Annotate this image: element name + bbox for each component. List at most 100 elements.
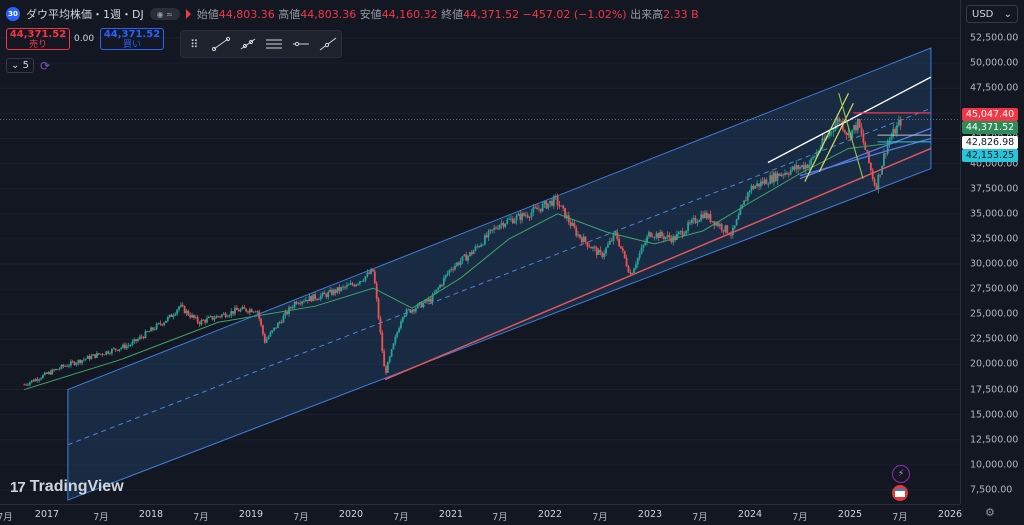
candle-body [737,215,740,220]
drawing-objects[interactable] [384,76,932,381]
candle-body [170,314,173,317]
sync-icon[interactable]: ⟳ [39,58,50,73]
candle-body [538,208,540,210]
candle-body [778,173,781,177]
spread-value: 0.00 [74,34,95,44]
candle-body [731,227,734,235]
candle-body [317,299,320,300]
sell-button[interactable]: 44,371.52 売り [6,28,70,50]
event-lightning-icon[interactable]: ⚡ [892,465,910,483]
candle-body [25,384,28,386]
buy-price: 44,371.52 [103,29,161,40]
candle-body [631,272,634,274]
candle-body [696,221,699,223]
candle-body [442,277,445,285]
candle-body [142,337,145,339]
flag-icon[interactable] [185,9,191,19]
time-axis[interactable]: 7月 2017 7月 2018 7月 2019 7月 2020 7月 2021 7月 2022 7月 20… [0,504,962,525]
candle-body [511,218,514,224]
candle-body [743,200,745,205]
candle-body [618,239,621,247]
candle-body [211,316,214,320]
candle-body [390,349,393,357]
tradingview-logo[interactable]: 17 TradingView [10,478,124,496]
trend-line-icon[interactable] [210,35,232,53]
candle-body [513,220,516,224]
price-tick-label: 27,500.00 [970,283,1019,295]
candle-body [168,314,171,318]
candle-body [730,234,732,236]
candle-body [454,265,456,270]
candle-body [789,170,792,175]
candle-body [692,218,695,220]
candle-body [584,236,587,242]
red-trend-line[interactable] [384,147,932,381]
candle-body [308,295,311,302]
candle-body [575,227,578,236]
candle-body [670,237,673,243]
regression-channel[interactable] [67,47,932,501]
candle-body [812,156,814,159]
blue-trend-line-1[interactable] [799,127,932,180]
candle-body [746,192,749,201]
candle-body [207,316,210,319]
candle-body [191,314,193,318]
candle-body [668,235,671,238]
horizontal-line-icon[interactable] [290,35,312,53]
time-tick-label: 2017 [34,509,60,520]
green-trend-line[interactable] [838,93,864,179]
yellow-trend-line-1[interactable] [804,92,850,182]
drag-handle-icon[interactable]: ⠿ [190,37,199,51]
buy-button[interactable]: 44,371.52 買い [100,28,164,50]
candle-body [875,185,878,190]
sell-price: 44,371.52 [9,29,67,40]
candle-body [405,309,408,316]
candle-body [644,242,647,246]
candle-body [193,314,195,318]
candle-body [84,358,87,360]
candle-body [879,174,882,176]
yellow-trend-line-2[interactable] [818,103,854,172]
candle-body [400,321,402,329]
candle-body [407,309,410,311]
candle-body [62,364,65,367]
candle-body [771,175,773,183]
candle-body [450,269,453,271]
candle-body [349,283,352,285]
candle-body [314,294,317,299]
candle-body [881,165,883,175]
candle-body [381,332,384,352]
candle-body [739,208,742,216]
indicators-toggle[interactable]: ⌄ 5 [6,58,34,73]
blue-trend-line-2[interactable] [799,137,932,177]
symbol-badge[interactable]: 30 [6,7,20,21]
low-value: 44,160.32 [381,8,438,21]
price-axis[interactable] [960,0,1024,504]
candle-body [690,219,693,223]
candle-body [243,307,246,309]
candle-body [282,315,285,323]
channel-midline[interactable] [67,107,932,446]
candle-body [532,207,535,213]
event-us-flag-icon[interactable] [892,485,908,501]
extended-line-icon[interactable] [317,35,339,53]
ray-icon[interactable] [237,35,259,53]
candle-body [301,301,303,304]
currency-select[interactable]: USD ⌄ [966,5,1018,23]
candle-body [795,165,798,170]
visibility-toggle-icon[interactable]: ◉ ≈ [149,8,180,20]
candle-body [345,285,348,288]
candle-body [398,328,400,333]
candle-body [181,304,184,307]
settings-gear-icon[interactable]: ⚙ [985,506,995,519]
price-tag[interactable]: 42,153.25 [962,149,1018,162]
price-tag[interactable]: 42,826.98 [962,136,1018,149]
symbol-title[interactable]: ダウ平均株価・1週・DJ [26,8,144,21]
price-chart[interactable] [0,0,960,504]
candle-body [416,303,419,309]
price-tag[interactable]: 45,047.40 [962,108,1018,121]
time-tick-label: 2023 [637,509,663,520]
price-tag[interactable]: 44,371.52 [962,121,1018,134]
candle-body [267,336,270,340]
parallel-channel-icon[interactable] [263,35,285,53]
